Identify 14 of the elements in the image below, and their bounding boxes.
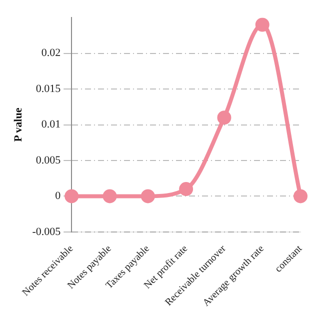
point: [140, 189, 155, 204]
y-tick-label: -0.005: [32, 226, 62, 238]
point: [179, 182, 194, 196]
y-tick-label: 0.005: [36, 154, 62, 166]
point: [102, 189, 117, 204]
y-tick-label: 0.02: [41, 47, 61, 60]
point: [294, 189, 308, 204]
y-axis-title: P value: [12, 108, 24, 142]
point: [217, 110, 232, 125]
y-tick-label: 0: [55, 190, 62, 202]
point: [64, 189, 79, 204]
y-tick-label: 0.015: [36, 82, 62, 95]
y-tick-label: 0.01: [41, 118, 61, 131]
point: [255, 18, 270, 32]
